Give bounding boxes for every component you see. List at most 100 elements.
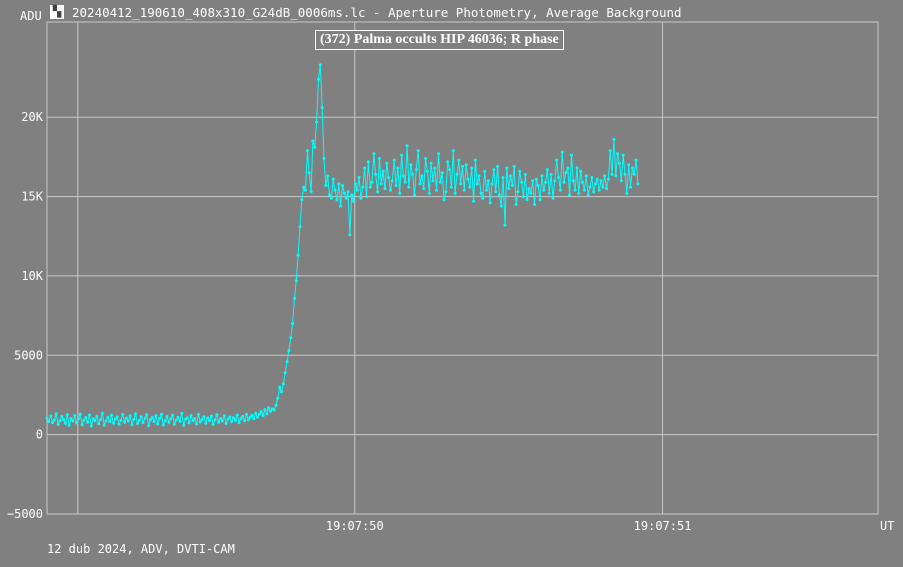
data-point	[590, 176, 594, 179]
data-point	[481, 196, 485, 200]
data-point	[233, 418, 237, 422]
data-point	[113, 417, 117, 421]
data-point	[93, 419, 97, 423]
data-point	[200, 418, 204, 422]
y-tick-label: 20K	[21, 110, 43, 124]
data-point	[365, 195, 368, 199]
data-point	[219, 417, 223, 421]
data-point	[298, 225, 302, 229]
data-point	[224, 422, 228, 425]
data-point	[414, 168, 418, 172]
data-point	[160, 412, 163, 416]
data-point	[558, 188, 562, 192]
data-point	[158, 417, 162, 421]
data-point	[342, 191, 346, 195]
data-point	[398, 191, 402, 195]
data-point	[379, 182, 383, 186]
data-point	[361, 185, 365, 189]
data-point	[555, 158, 559, 162]
data-point	[531, 179, 535, 183]
data-point	[112, 421, 115, 425]
data-point	[123, 420, 127, 424]
data-point	[416, 149, 420, 153]
data-point	[250, 413, 254, 417]
data-point	[300, 198, 304, 202]
data-point	[206, 416, 210, 420]
data-point	[339, 204, 343, 208]
data-point	[632, 172, 636, 176]
data-point	[180, 411, 184, 415]
data-point	[82, 418, 86, 422]
data-point	[359, 196, 363, 200]
data-point	[545, 168, 549, 172]
data-point	[191, 419, 195, 423]
data-point	[472, 199, 476, 203]
data-point	[509, 174, 512, 178]
data-point	[592, 190, 596, 194]
data-point	[582, 188, 586, 192]
data-point	[130, 423, 134, 427]
data-point	[335, 198, 339, 202]
data-point	[594, 182, 597, 186]
data-point	[318, 63, 322, 67]
data-point	[427, 191, 431, 195]
data-point	[405, 144, 409, 148]
data-point	[97, 422, 101, 426]
data-point	[629, 185, 632, 189]
data-point	[58, 419, 62, 423]
data-point	[320, 106, 324, 110]
data-point	[466, 177, 470, 181]
data-point	[483, 169, 487, 173]
data-point	[566, 166, 570, 170]
data-point	[529, 191, 533, 195]
data-point	[568, 193, 572, 197]
data-point	[115, 415, 119, 419]
data-point	[409, 163, 413, 167]
data-point	[352, 199, 355, 203]
data-point	[479, 191, 483, 195]
data-point	[538, 198, 542, 202]
data-point	[139, 415, 143, 419]
data-point	[363, 166, 367, 170]
data-point	[208, 419, 211, 422]
data-point	[433, 166, 437, 170]
data-point	[475, 182, 479, 186]
data-point	[67, 423, 71, 427]
data-point	[333, 188, 337, 192]
data-point	[134, 412, 138, 416]
data-point	[272, 408, 276, 412]
data-point	[383, 187, 387, 191]
data-point	[150, 416, 154, 419]
data-point	[510, 184, 514, 187]
data-point	[89, 424, 93, 428]
data-point	[198, 420, 202, 424]
data-point	[309, 190, 313, 194]
data-point	[189, 414, 193, 418]
data-point	[289, 336, 293, 340]
data-point	[148, 418, 152, 422]
data-point	[128, 414, 132, 418]
data-point	[486, 179, 490, 183]
data-point	[237, 421, 241, 425]
data-point	[261, 414, 265, 418]
data-point	[392, 158, 396, 162]
data-point	[418, 182, 422, 186]
data-point	[619, 179, 623, 183]
data-point	[69, 417, 73, 420]
data-point	[477, 174, 481, 178]
data-point	[136, 422, 139, 425]
data-point	[449, 185, 453, 189]
data-point	[132, 417, 136, 421]
data-point	[381, 169, 385, 173]
data-point	[64, 422, 67, 425]
data-point	[422, 187, 426, 191]
data-point	[464, 163, 468, 167]
data-point	[348, 233, 352, 237]
data-point	[45, 416, 49, 420]
data-point	[518, 169, 522, 173]
data-point	[564, 171, 568, 175]
lightcurve-app-icon[interactable]: ▚	[50, 5, 64, 19]
data-point	[540, 174, 544, 178]
data-point	[75, 421, 78, 425]
